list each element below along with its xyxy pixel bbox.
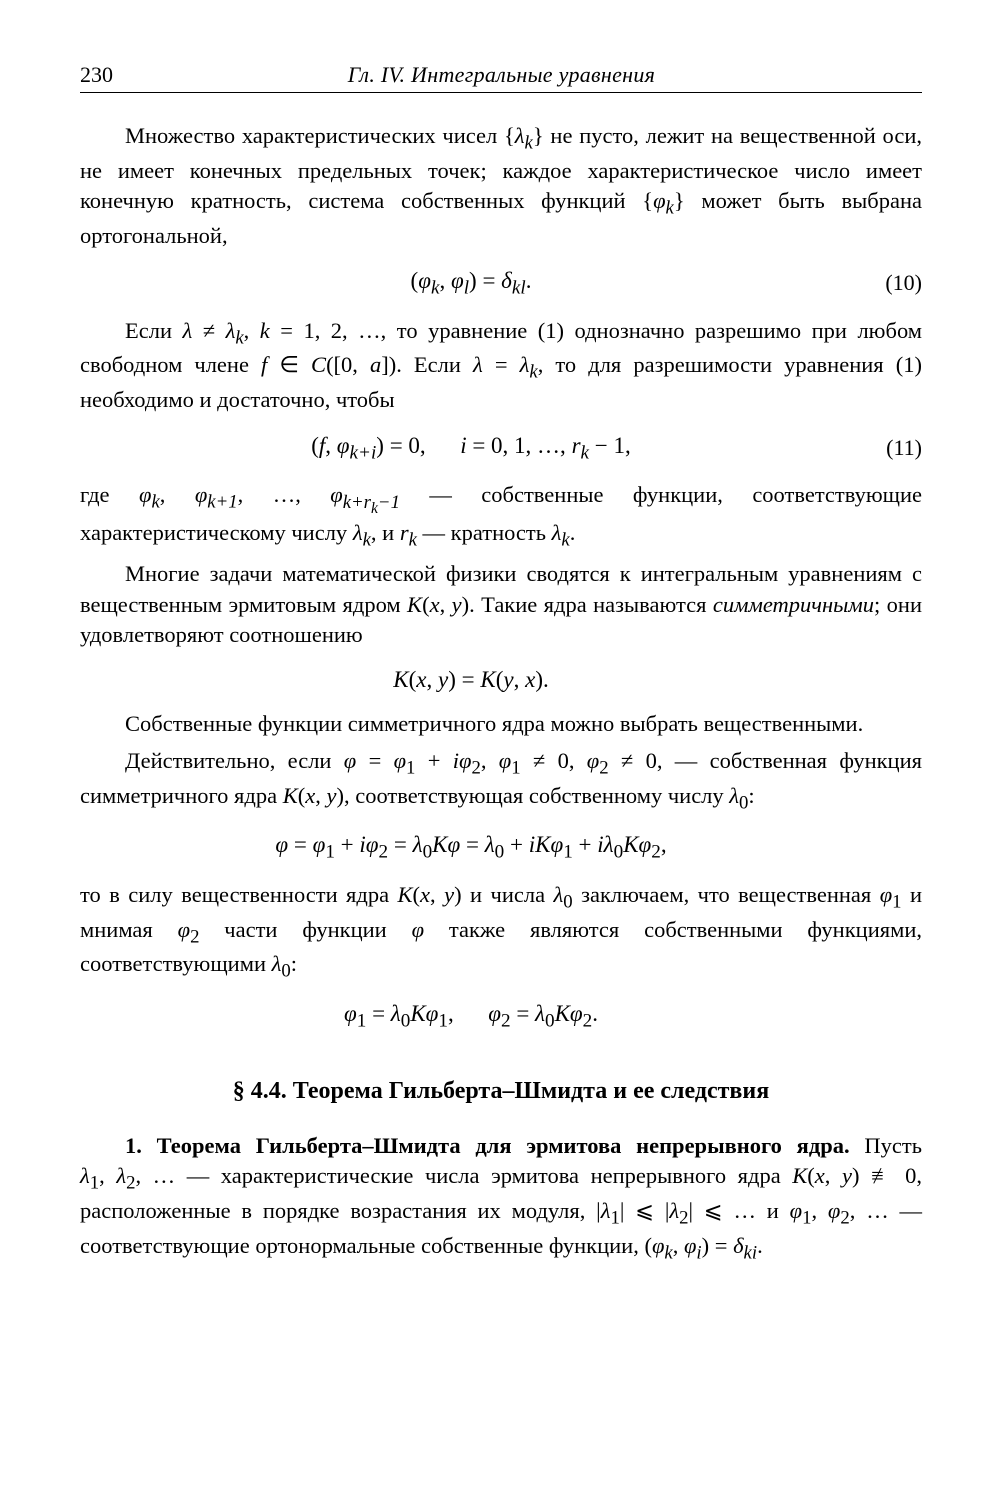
equation-row: (φk, φl) = δkl. (10): [80, 265, 922, 301]
paragraph: Множество характеристических чисел {λk} …: [80, 121, 922, 251]
running-header: 230 Гл. IV. Интегральные уравнения: [80, 60, 922, 93]
equation-number: (11): [862, 433, 922, 463]
paragraph: Действительно, если φ = φ1 + iφ2, φ1 ≠ 0…: [80, 746, 922, 816]
section-title: § 4.4. Теорема Гильберта–Шмидта и ее сле…: [80, 1075, 922, 1107]
equation: K(x, y) = K(y, x).: [80, 664, 862, 695]
paragraph: Собственные функции симметричного ядра м…: [80, 709, 922, 739]
equation: φ1 = λ0Kφ1, φ2 = λ0Kφ2.: [80, 998, 862, 1034]
paragraph: Многие задачи математической физики свод…: [80, 559, 922, 650]
paragraph: Если λ ≠ λk, k = 1, 2, …, то уравнение (…: [80, 316, 922, 416]
equation-row: (f, φk+i) = 0, i = 0, 1, …, rk − 1, (11): [80, 430, 922, 466]
page: 230 Гл. IV. Интегральные уравнения Множе…: [0, 0, 1002, 1500]
equation-number: (10): [862, 268, 922, 298]
equation-row: φ1 = λ0Kφ1, φ2 = λ0Kφ2.: [80, 998, 922, 1034]
paragraph: где φk, φk+1, …, φk+rk−1 — собственные ф…: [80, 480, 922, 553]
equation: φ = φ1 + iφ2 = λ0Kφ = λ0 + iKφ1 + iλ0Kφ2…: [80, 829, 862, 865]
page-number: 230: [80, 60, 113, 90]
paragraph: 1. Теорема Гильберта–Шмидта для эрмитова…: [80, 1131, 922, 1266]
chapter-title: Гл. IV. Интегральные уравнения: [348, 60, 655, 90]
equation-row: K(x, y) = K(y, x).: [80, 664, 922, 695]
equation: (f, φk+i) = 0, i = 0, 1, …, rk − 1,: [80, 430, 862, 466]
equation: (φk, φl) = δkl.: [80, 265, 862, 301]
paragraph: то в силу вещественности ядра K(x, y) и …: [80, 880, 922, 984]
equation-row: φ = φ1 + iφ2 = λ0Kφ = λ0 + iKφ1 + iλ0Kφ2…: [80, 829, 922, 865]
